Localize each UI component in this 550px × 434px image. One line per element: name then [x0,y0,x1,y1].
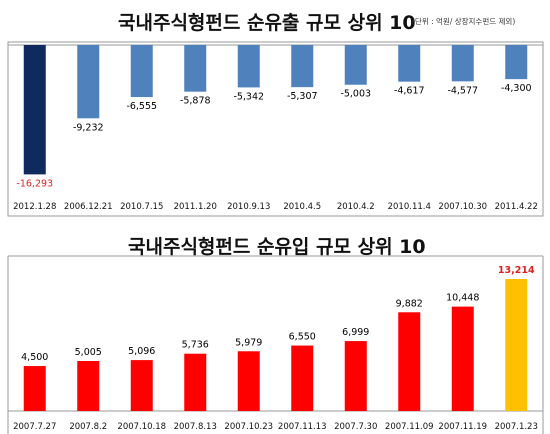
outflow-plot-frame [7,41,544,217]
inflow-bar [23,366,46,411]
inflow-bar [130,360,153,411]
outflow-bar [344,45,367,85]
inflow-chart-title: 국내주식형펀드 순유입 규모 상위 10 [128,236,426,258]
outflow-bar [505,45,528,80]
outflow-value-label: -16,293 [16,178,53,189]
outflow-category-label: 2011.1.20 [174,202,217,212]
outflow-value-label: -6,555 [126,101,157,112]
outflow-category-label: 2010.7.15 [120,202,163,212]
inflow-value-label: 5,736 [182,340,209,351]
inflow-value-label: 10,448 [446,293,479,304]
inflow-category-label: 2007.7.30 [334,422,377,432]
inflow-category-label: 2007.1.23 [495,422,538,432]
outflow-bar [398,45,421,82]
outflow-bar [77,45,100,119]
outflow-category-label: 2010.9.13 [227,202,270,212]
inflow-chart: 4,500 2007.7.27 5,005 2007.8.2 5,096 2007.10.… [7,255,544,434]
outflow-category-label: 2010.4.5 [283,202,321,212]
outflow-value-label: -4,300 [501,83,532,94]
outflow-category-label: 2010.11.4 [388,202,431,212]
outflow-category-label: 2011.4.22 [495,202,538,212]
inflow-value-label: 13,214 [498,265,535,276]
inflow-bar [291,345,314,411]
inflow-bar [237,351,260,411]
inflow-category-label: 2007.10.18 [117,422,166,432]
inflow-bar [77,361,100,411]
outflow-value-label: -5,342 [233,91,264,102]
inflow-category-label: 2007.8.2 [69,422,107,432]
outflow-category-label: 2012.1.28 [13,202,56,212]
outflow-category-label: 2007.10.30 [438,202,487,212]
outflow-value-label: -5,307 [287,91,318,102]
outflow-chart: -16,293 2012.1.28 -9,232 2006.12.21 -6,555 20… [7,41,544,217]
inflow-value-label: 6,550 [289,332,316,343]
inflow-bar [505,279,528,411]
inflow-bar [398,312,421,411]
outflow-bar [237,45,260,88]
inflow-category-label: 2007.11.19 [438,422,487,432]
inflow-bar [344,341,367,411]
outflow-category-label: 2010.4.2 [337,202,375,212]
inflow-category-label: 2007.11.09 [385,422,434,432]
inflow-value-label: 9,882 [396,298,423,309]
outflow-chart-title: 국내주식형펀드 순유출 규모 상위 10 [118,12,416,34]
outflow-bar [130,45,153,98]
outflow-value-label: -9,232 [73,122,104,133]
inflow-value-label: 4,500 [21,352,48,363]
outflow-value-label: -4,577 [447,85,478,96]
outflow-bar [184,45,207,92]
inflow-bar [451,306,474,411]
outflow-value-label: -5,878 [180,96,211,107]
inflow-category-label: 2007.10.23 [224,422,273,432]
outflow-bar [291,45,314,88]
outflow-bar [23,45,46,175]
inflow-value-label: 5,979 [235,337,262,348]
inflow-value-label: 5,005 [75,347,102,358]
outflow-category-label: 2006.12.21 [64,202,113,212]
inflow-value-label: 5,096 [128,346,155,357]
inflow-category-label: 2007.8.13 [174,422,217,432]
outflow-value-label: -4,617 [394,86,425,97]
outflow-unit-note: (단위 : 억원/ 상장지수펀드 제외) [412,17,516,26]
outflow-bar [451,45,474,82]
inflow-category-label: 2007.7.27 [13,422,56,432]
inflow-value-label: 6,999 [342,327,369,338]
inflow-category-label: 2007.11.13 [278,422,327,432]
outflow-value-label: -5,003 [340,89,371,100]
inflow-bar [184,353,207,411]
